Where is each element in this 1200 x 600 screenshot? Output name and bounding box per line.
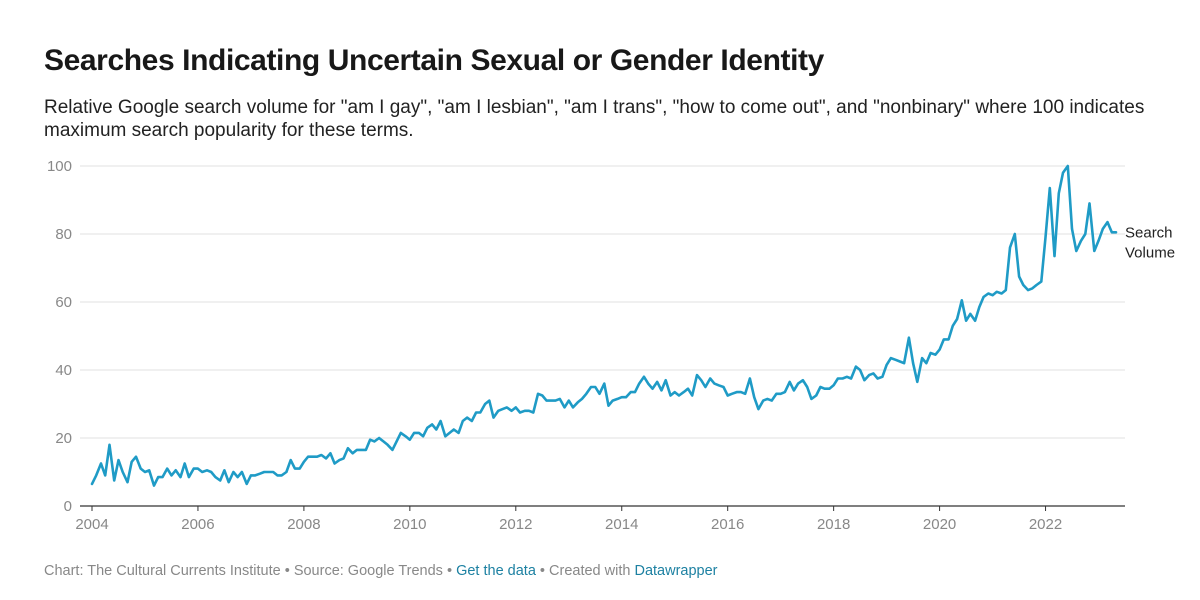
x-tick-label: 2010 [393, 516, 426, 530]
footer-credit: Chart: The Cultural Currents Institute [44, 563, 281, 579]
series-line-search-volume [90, 164, 1118, 487]
footer-separator: • [535, 563, 550, 579]
footer-separator: • [280, 563, 294, 579]
x-axis-tick-labels: 2004 2006 2008 2010 2012 2014 2016 2018 2020 2022 [75, 506, 1062, 530]
x-tick-label: 2006 [181, 516, 214, 530]
chart-footer: Chart: The Cultural Currents Institute •… [44, 563, 717, 579]
x-tick-label: 2008 [287, 516, 320, 530]
chart-subtitle: Relative Google search volume for "am I … [44, 97, 1145, 141]
x-tick-label: 2012 [499, 516, 532, 530]
get-data-link[interactable]: Get the data [456, 563, 536, 579]
footer-created-with: Created with [549, 563, 635, 579]
y-tick-label: 100 [47, 158, 72, 175]
x-tick-label: 2020 [923, 516, 956, 530]
line-chart: 0 20 40 60 80 100 2004 2006 2008 2010 2012 2014 201… [47, 158, 1175, 530]
series-label-line: Volume [1125, 244, 1175, 261]
x-tick-label: 2018 [817, 516, 850, 530]
y-tick-label: 80 [55, 226, 72, 243]
series-label: Search Volume [1125, 224, 1175, 261]
y-tick-label: 40 [55, 362, 72, 379]
series-group: Search Volume [90, 164, 1175, 487]
footer-separator: • [442, 563, 457, 579]
y-tick-label: 20 [55, 430, 72, 447]
footer-source: Source: Google Trends [293, 563, 443, 579]
datawrapper-link[interactable]: Datawrapper [634, 563, 718, 579]
chart-title: Searches Indicating Uncertain Sexual or … [44, 44, 824, 77]
x-tick-label: 2014 [605, 516, 638, 530]
gridlines [80, 165, 1125, 439]
y-axis-tick-labels: 0 20 40 60 80 100 [47, 158, 72, 515]
series-label-line: Search [1125, 224, 1173, 241]
x-tick-label: 2016 [711, 516, 744, 530]
x-tick-label: 2004 [75, 516, 108, 530]
x-tick-label: 2022 [1029, 516, 1062, 530]
y-tick-label: 0 [64, 498, 72, 515]
y-tick-label: 60 [55, 294, 72, 311]
